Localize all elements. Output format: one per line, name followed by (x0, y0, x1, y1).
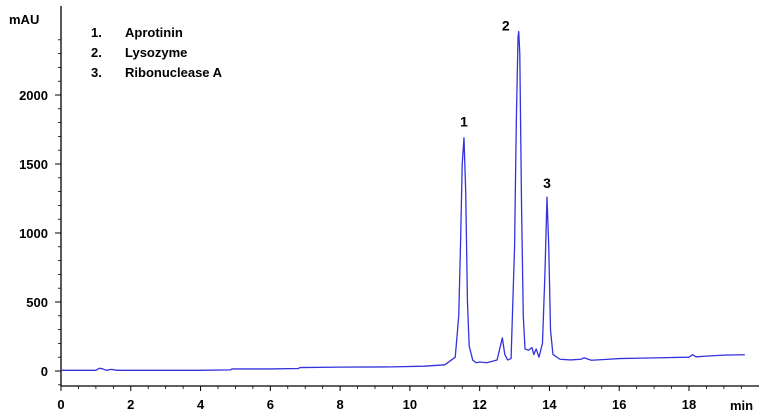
x-tick-label: 4 (197, 397, 205, 412)
peak-label: 3 (543, 175, 551, 191)
y-tick-label: 1000 (19, 226, 48, 241)
legend-item-name: Ribonuclease A (125, 65, 223, 80)
legend-item-number: 2. (91, 45, 102, 60)
legend-item-name: Aprotinin (125, 25, 183, 40)
x-tick-label: 2 (127, 397, 134, 412)
legend-item-name: Lysozyme (125, 45, 187, 60)
y-tick-label: 500 (26, 295, 48, 310)
y-tick-label: 1500 (19, 157, 48, 172)
x-tick-label: 10 (403, 397, 417, 412)
y-axis-unit-label: mAU (9, 12, 39, 27)
x-tick-label: 12 (472, 397, 486, 412)
x-tick-label: 18 (682, 397, 696, 412)
x-tick-label: 16 (612, 397, 626, 412)
legend-item-number: 1. (91, 25, 102, 40)
x-tick-label: 6 (267, 397, 274, 412)
x-tick-label: 8 (336, 397, 343, 412)
x-axis-unit-label: min (730, 398, 753, 413)
peak-label: 1 (460, 113, 468, 129)
peak-label: 2 (502, 18, 510, 34)
y-tick-label: 2000 (19, 88, 48, 103)
x-tick-label: 0 (57, 397, 64, 412)
chromatogram-trace (61, 30, 745, 371)
legend-item-number: 3. (91, 65, 102, 80)
x-tick-label: 14 (542, 397, 557, 412)
y-tick-label: 0 (41, 364, 48, 379)
legend: 1. Aprotinin 2. Lysozyme 3. Ribonuclease A (91, 25, 223, 80)
